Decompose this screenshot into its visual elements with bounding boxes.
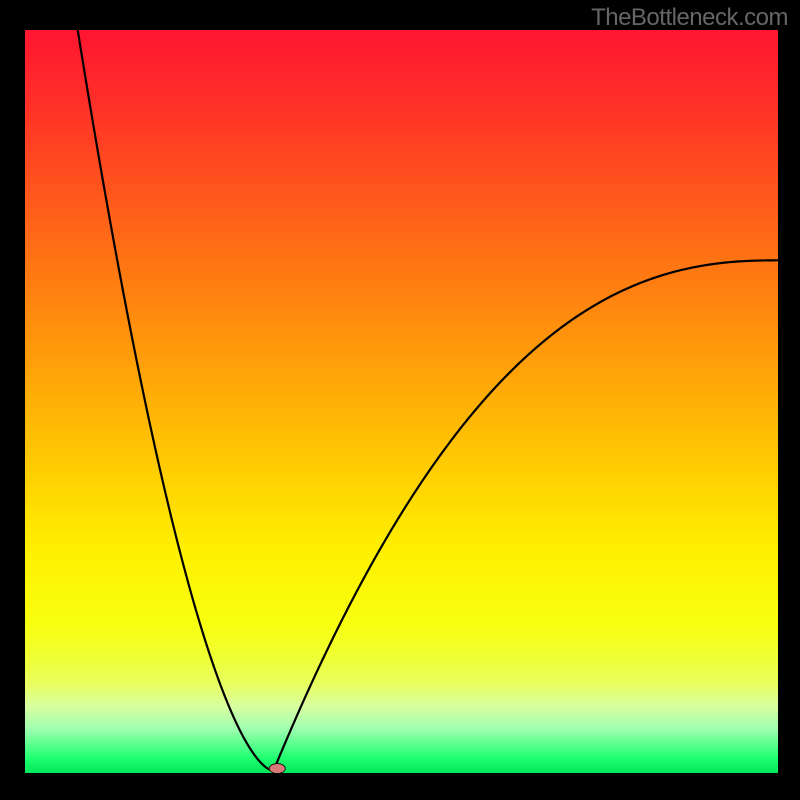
chart-canvas: [25, 30, 778, 773]
site-watermark: TheBottleneck.com: [591, 4, 788, 32]
bottleneck-chart: [25, 30, 778, 773]
